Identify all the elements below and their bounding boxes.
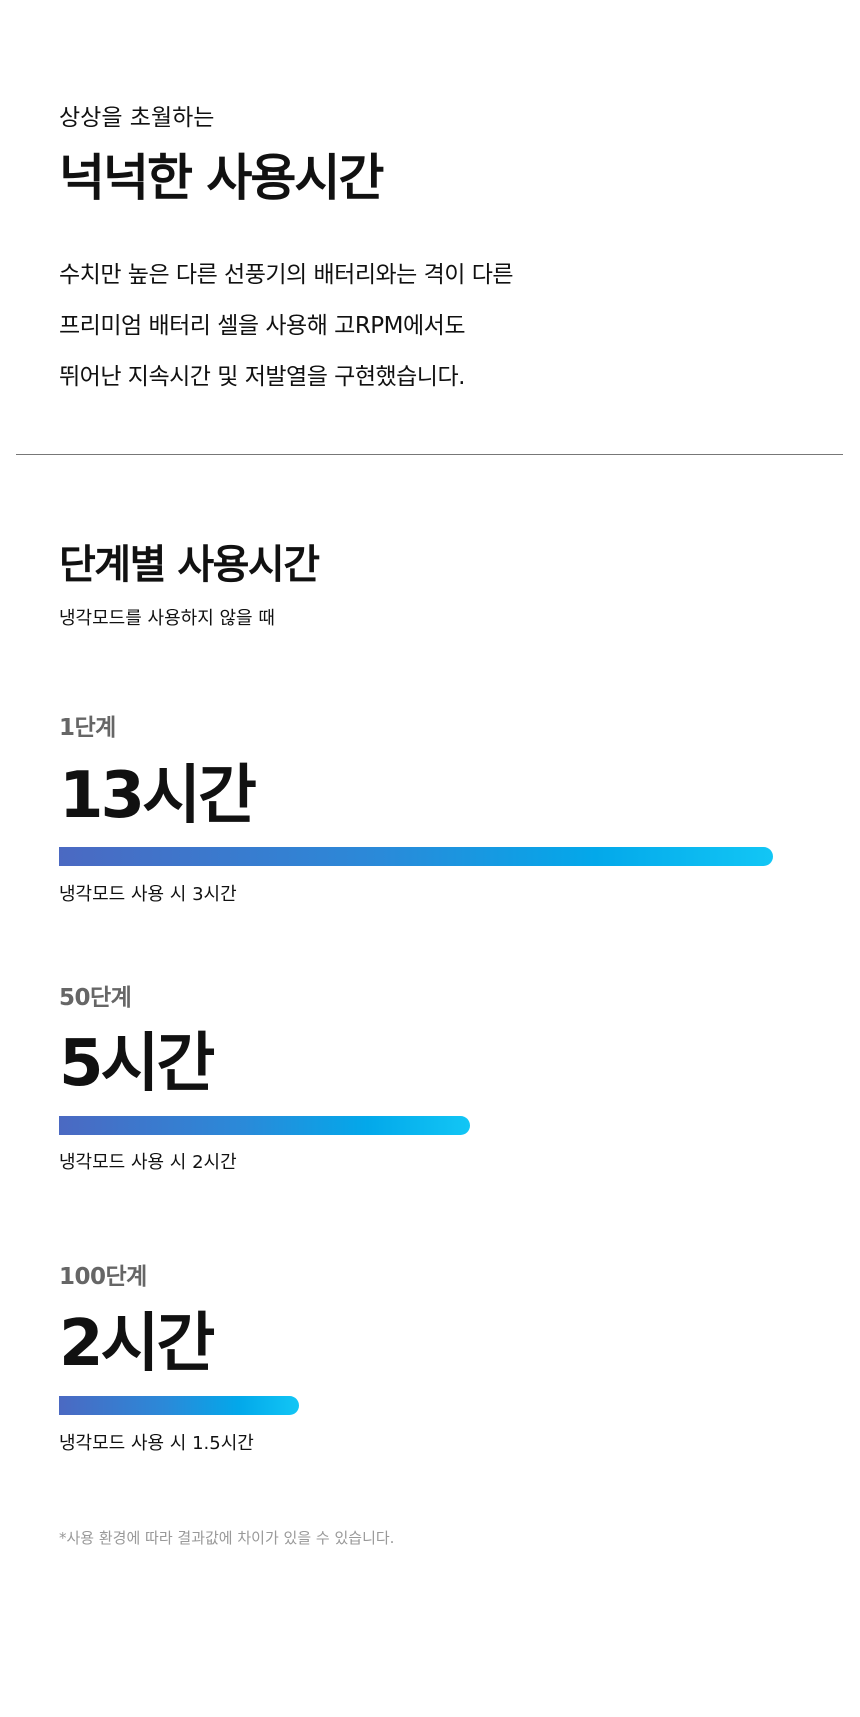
level-hours: 13시간 bbox=[59, 759, 257, 833]
level-hours: 5시간 bbox=[59, 1027, 215, 1101]
intro-paragraph-line: 프리미엄 배터리 셀을 사용해 고RPM에서도 bbox=[59, 313, 466, 339]
level-bar bbox=[59, 847, 773, 866]
level-bar bbox=[59, 1116, 471, 1135]
intro-title: 넉넉한 사용시간 bbox=[59, 149, 384, 207]
level-label: 50단계 bbox=[59, 985, 132, 1011]
level-label: 1단계 bbox=[59, 715, 116, 741]
divider bbox=[16, 454, 843, 455]
level-cooling-caption: 냉각모드 사용 시 3시간 bbox=[59, 884, 237, 905]
level-cooling-caption: 냉각모드 사용 시 2시간 bbox=[59, 1152, 237, 1173]
level-bar bbox=[59, 1396, 299, 1415]
section-title: 단계별 사용시간 bbox=[59, 542, 320, 588]
footnote: *사용 환경에 따라 결과값에 차이가 있을 수 있습니다. bbox=[59, 1529, 395, 1547]
level-hours: 2시간 bbox=[59, 1307, 215, 1381]
intro-paragraph-line: 뛰어난 지속시간 및 저발열을 구현했습니다. bbox=[59, 364, 465, 390]
level-label: 100단계 bbox=[59, 1264, 147, 1290]
intro-eyebrow: 상상을 초월하는 bbox=[59, 105, 215, 131]
section-subtitle: 냉각모드를 사용하지 않을 때 bbox=[59, 608, 275, 629]
intro-paragraph-line: 수치만 높은 다른 선풍기의 배터리와는 격이 다른 bbox=[59, 262, 514, 288]
level-cooling-caption: 냉각모드 사용 시 1.5시간 bbox=[59, 1433, 254, 1454]
